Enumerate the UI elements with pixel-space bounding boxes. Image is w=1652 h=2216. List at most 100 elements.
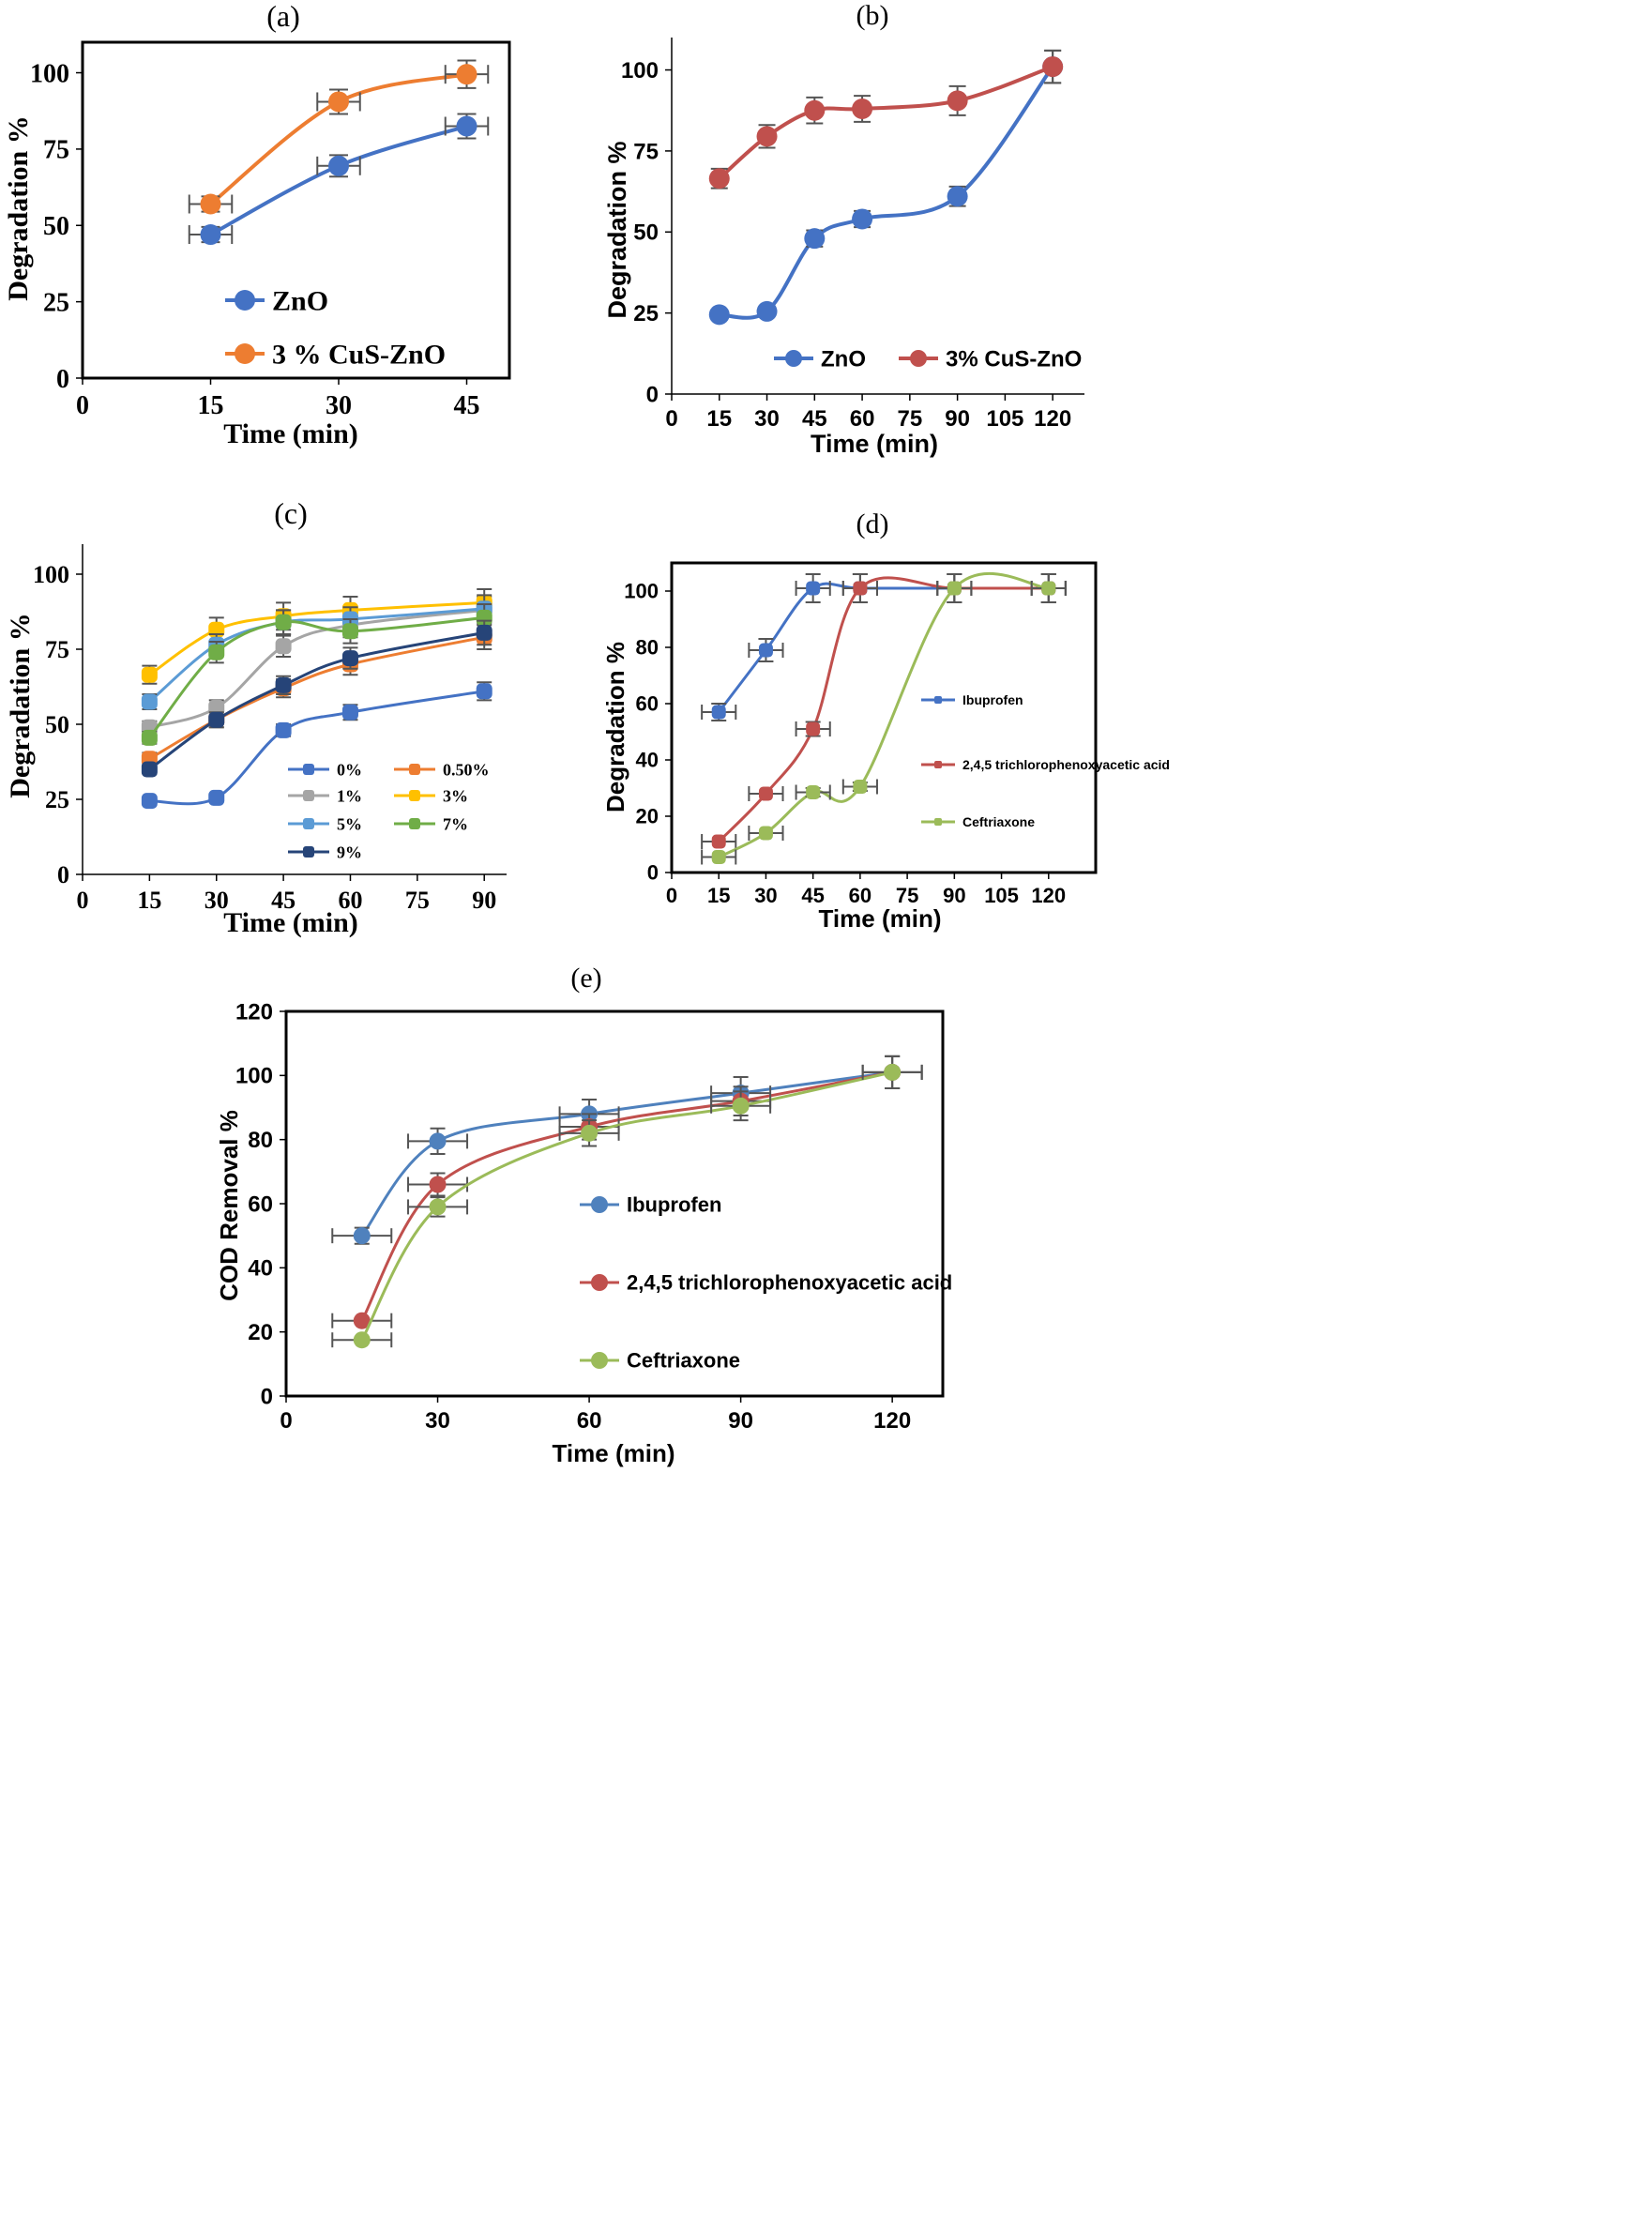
legend-swatch-marker — [303, 818, 314, 829]
data-point — [758, 786, 773, 801]
series-0 — [141, 681, 493, 810]
data-point — [341, 650, 358, 667]
data-point — [456, 64, 477, 85]
legend-entry-zno: ZnO — [225, 286, 328, 317]
x-tick-label: 30 — [754, 884, 777, 907]
data-point — [708, 304, 730, 326]
y-tick-label: 60 — [248, 1191, 273, 1217]
y-axis-label: Degradation % — [3, 115, 34, 301]
x-tick-label: 60 — [338, 887, 362, 914]
series-1 — [141, 596, 493, 736]
y-tick-label: 0 — [57, 861, 69, 888]
x-tick-label: 75 — [896, 884, 918, 907]
y-tick-label: 100 — [624, 580, 659, 603]
x-tick-label: 15 — [198, 391, 224, 420]
series-line — [717, 65, 1055, 181]
data-point — [141, 729, 158, 746]
series-3-cus-zno — [188, 59, 490, 215]
plot-frame — [81, 40, 511, 380]
x-tick-label: 75 — [897, 406, 922, 432]
legend-label: Ibuprofen — [627, 1193, 721, 1217]
series-ceftriaxone — [331, 1055, 923, 1349]
legend-entry-3-cus-zno: 3% CuS-ZnO — [899, 346, 1082, 372]
legend-swatch-marker — [591, 1274, 608, 1291]
data-point — [804, 228, 826, 250]
data-point — [328, 91, 349, 113]
x-tick-label: 105 — [984, 884, 1019, 907]
data-point — [1042, 56, 1064, 78]
y-axis-label: Degradation % — [601, 642, 629, 812]
legend-label: 2,4,5 trichlorophenoxyacetic acid — [627, 1271, 952, 1295]
data-point — [429, 1176, 447, 1193]
x-tick-label: 0 — [76, 391, 89, 420]
legend: 0% 0.50% 1% 3% 5% 7% 9% — [288, 760, 490, 861]
data-point — [711, 850, 726, 864]
x-axis-label: Time (min) — [819, 904, 942, 933]
legend-swatch-marker — [303, 846, 314, 858]
series-ceftriaxone — [701, 571, 1067, 865]
y-axis-label: Degradation % — [5, 613, 36, 798]
legend-entry-zno: ZnO — [774, 346, 866, 372]
legend: ZnO 3 % CuS-ZnO — [225, 286, 446, 371]
x-tick-label: 45 — [801, 884, 824, 907]
panel-label: (c) — [274, 496, 308, 530]
panel-label: (a) — [266, 0, 300, 33]
y-tick-label: 60 — [636, 692, 659, 716]
legend-label: 0.50% — [443, 760, 490, 779]
x-tick-label: 15 — [137, 887, 161, 914]
x-axis-label: Time (min) — [811, 430, 938, 458]
legend-swatch-marker — [235, 290, 255, 311]
y-tick-label: 25 — [45, 786, 69, 813]
legend: Ibuprofen 2,4,5 trichlorophenoxyacetic ac… — [580, 1193, 952, 1373]
y-tick-label: 25 — [633, 301, 659, 326]
series-zno — [708, 49, 1064, 326]
plot-frame — [670, 561, 1098, 874]
data-point — [1041, 581, 1056, 596]
x-tick-label: 120 — [873, 1408, 911, 1434]
chart-d: (d) 0 15 30 45 60 75 90 105 120 0 20 40 60 80 100 Time (… — [601, 508, 1170, 933]
data-point — [208, 711, 225, 728]
y-axis-label: Degradation % — [603, 141, 631, 318]
chart-c: (c) 0 15 30 45 60 75 90 0 25 50 75 100 Time (min) Degr… — [5, 496, 507, 938]
data-point — [758, 643, 773, 658]
x-tick-label: 15 — [707, 884, 730, 907]
legend-label: 3% CuS-ZnO — [946, 346, 1082, 372]
legend-label: 3 % CuS-ZnO — [272, 340, 446, 371]
legend-label: 2,4,5 trichlorophenoxyacetic acid — [962, 757, 1170, 772]
series-line — [147, 630, 486, 771]
data-point — [141, 761, 158, 778]
x-tick-label: 60 — [850, 406, 875, 432]
data-point — [275, 614, 292, 630]
legend: Ibuprofen 2,4,5 trichlorophenoxyacetic ac… — [921, 692, 1170, 829]
data-point — [852, 99, 873, 119]
data-point — [806, 721, 821, 736]
data-point — [328, 155, 349, 176]
y-tick-label: 25 — [43, 288, 69, 317]
chart-e: (e) 0 30 60 90 120 0 20 40 60 80 100 120 Time (min) CO… — [215, 963, 952, 1467]
x-tick-label: 45 — [271, 887, 296, 914]
data-point — [804, 99, 826, 121]
legend-entry-ceftriaxone: Ceftriaxone — [921, 814, 1035, 829]
data-point — [275, 676, 292, 693]
legend-entry-1: 1% — [288, 786, 362, 805]
data-point — [429, 1132, 447, 1150]
data-point — [947, 581, 962, 596]
data-point — [341, 623, 358, 640]
data-point — [947, 186, 968, 207]
y-tick-label: 100 — [30, 59, 69, 88]
data-point — [758, 826, 773, 841]
series-line — [717, 576, 1051, 843]
legend-entry-5: 5% — [288, 814, 362, 833]
legend-swatch-marker — [934, 696, 942, 704]
legend-entry-0-50: 0.50% — [394, 760, 490, 779]
y-tick-label: 100 — [33, 561, 69, 588]
x-tick-label: 60 — [849, 884, 871, 907]
data-point — [476, 624, 493, 641]
x-tick-label: 90 — [945, 406, 970, 432]
x-tick-label: 0 — [77, 887, 89, 914]
x-tick-label: 15 — [706, 406, 732, 432]
legend-swatch-marker — [235, 343, 255, 364]
data-point — [141, 666, 158, 683]
series-zno — [188, 113, 490, 246]
legend-swatch-marker — [934, 818, 942, 826]
